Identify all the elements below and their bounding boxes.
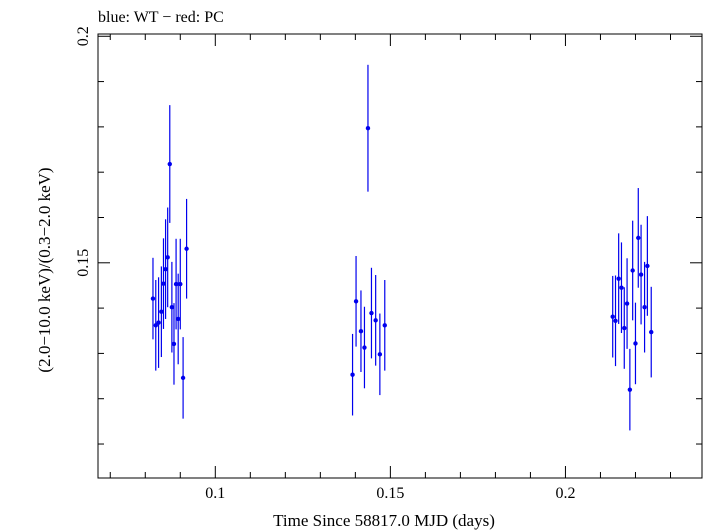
- data-point: [358, 329, 364, 334]
- plot-frame: [97, 33, 703, 479]
- data-point: [180, 375, 186, 381]
- data-point: [638, 272, 644, 277]
- x-tick-label: 0.1: [205, 485, 225, 502]
- data-point: [178, 281, 183, 287]
- data-point: [649, 329, 654, 335]
- x-axis-label: Time Since 58817.0 MJD (days): [273, 511, 495, 530]
- data-point: [613, 318, 618, 323]
- data-point: [153, 323, 158, 328]
- chart-title: blue: WT − red: PC: [98, 9, 224, 26]
- data-point: [173, 281, 179, 287]
- data-point: [156, 320, 161, 325]
- data-point: [377, 352, 383, 357]
- data-point: [619, 285, 624, 290]
- data-point: [150, 296, 156, 301]
- data-point: [184, 246, 189, 251]
- data-point: [353, 299, 359, 304]
- data-point: [373, 318, 378, 323]
- y-tick-label: 0.15: [75, 249, 92, 277]
- data-point: [171, 341, 177, 347]
- data-point: [627, 387, 633, 392]
- data-point: [636, 235, 641, 241]
- data-point: [369, 310, 374, 316]
- data-point: [350, 372, 355, 377]
- data-point: [163, 266, 168, 272]
- x-tick-label: 0.2: [555, 485, 575, 502]
- y-axis: 0.15 0.2: [75, 26, 702, 445]
- data-point: [362, 345, 367, 350]
- data-point: [382, 323, 387, 328]
- data-point: [633, 341, 638, 346]
- data-point: [167, 161, 172, 167]
- data-point: [622, 325, 627, 331]
- data-point: [616, 276, 621, 281]
- data-point: [159, 309, 164, 314]
- data-point: [169, 304, 175, 310]
- data-point: [642, 304, 647, 310]
- data-point: [610, 314, 615, 319]
- x-tick-label: 0.15: [376, 485, 404, 502]
- data-points: [150, 64, 654, 431]
- data-point: [161, 281, 166, 286]
- y-tick-label: 0.2: [75, 26, 92, 46]
- data-point: [165, 255, 170, 260]
- data-point: [175, 316, 181, 322]
- data-point: [624, 301, 630, 306]
- data-point: [630, 268, 635, 273]
- y-axis-label: (2.0−10.0 keV)/(0.3−2.0 keV): [35, 167, 54, 372]
- data-point: [645, 263, 650, 269]
- data-point: [365, 126, 371, 131]
- x-axis: 0.1 0.15 0.2: [109, 34, 671, 502]
